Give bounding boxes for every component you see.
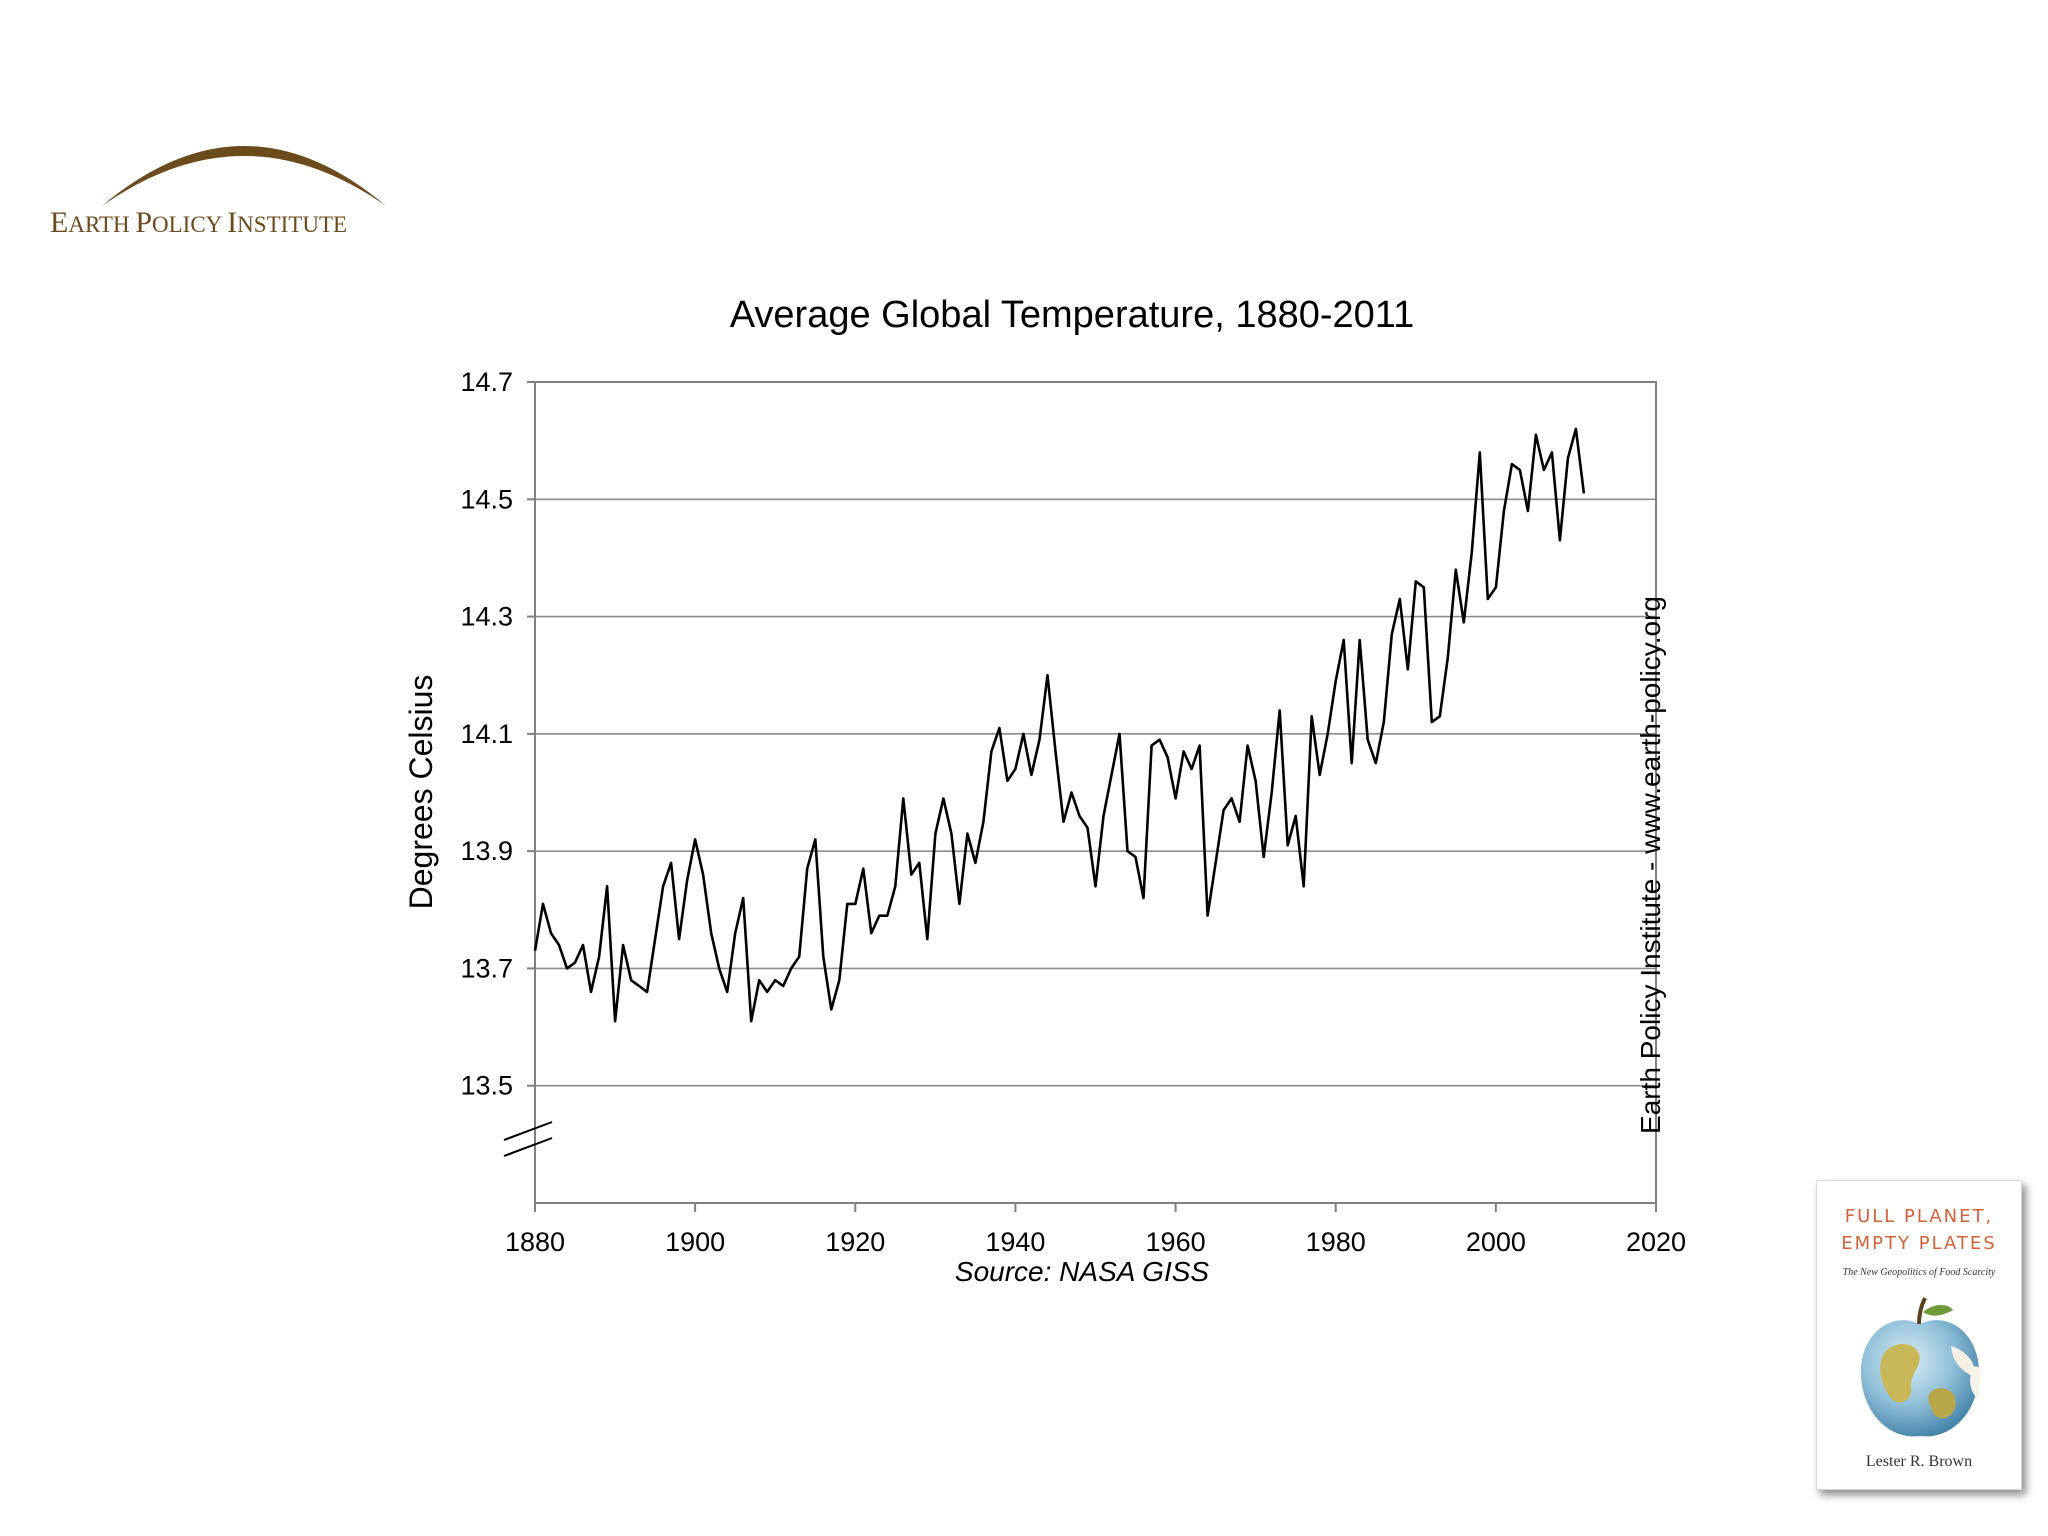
logo-letter-p: P: [135, 206, 152, 239]
logo-letter-i: I: [227, 206, 237, 239]
logo-arc-icon: EARTH POLICY INSTITUTE: [50, 146, 386, 239]
logo-word-institute: NSTITUTE: [237, 212, 347, 237]
x-tick-label: 1960: [1146, 1227, 1206, 1257]
temperature-series-line: [533, 427, 1586, 1023]
plot-frame: [534, 381, 1657, 1204]
earth-policy-institute-logo: EARTH POLICY INSTITUTE: [44, 110, 464, 250]
x-tick-label: 1900: [665, 1227, 725, 1257]
book-title: FULL PLANET, EMPTY PLATES: [1817, 1203, 2021, 1257]
x-tick-label: 2020: [1626, 1227, 1686, 1257]
y-tick-label: 14.1: [460, 719, 513, 749]
x-axis-ticks: 1880 1900 1920 1940 1960 1980 2000 2020: [505, 1203, 1686, 1257]
y-tick-label: 14.3: [460, 602, 513, 632]
y-tick-label: 13.9: [460, 836, 513, 866]
book-title-line-2: EMPTY PLATES: [1841, 1233, 1997, 1254]
grid-lines: [535, 381, 1656, 1087]
logo-letter-e: E: [50, 206, 68, 239]
logo-word-earth: ARTH: [68, 212, 135, 237]
axis-break-marker: [503, 1121, 553, 1157]
y-tick-label: 13.7: [460, 953, 513, 983]
x-tick-label: 1880: [505, 1227, 565, 1257]
x-tick-label: 2000: [1466, 1227, 1526, 1257]
book-cover: FULL PLANET, EMPTY PLATES The New Geopol…: [1816, 1180, 2022, 1490]
source-website-label: Earth Policy Institute - www.earth-polic…: [1635, 596, 1666, 1134]
y-axis-label: Degrees Celsius: [403, 675, 439, 910]
chart-title: Average Global Temperature, 1880-2011: [730, 294, 1414, 336]
y-axis-ticks: 13.5 13.7 13.9 14.1 14.3 14.5 14.7: [460, 367, 535, 1101]
y-tick-label: 14.5: [460, 484, 513, 514]
logo-word-policy: OLICY: [152, 212, 227, 237]
x-tick-label: 1980: [1306, 1227, 1366, 1257]
book-subtitle: The New Geopolitics of Food Scarcity: [1842, 1267, 1996, 1278]
x-tick-label: 1920: [825, 1227, 885, 1257]
apple-globe-icon: [1860, 1297, 1981, 1437]
x-tick-label: 1940: [985, 1227, 1045, 1257]
book-title-line-1: FULL PLANET,: [1844, 1206, 1994, 1227]
y-tick-label: 14.7: [460, 367, 513, 397]
svg-text:EARTH POLICY INSTITUTE: EARTH POLICY INSTITUTE: [50, 206, 347, 239]
book-author: Lester R. Brown: [1865, 1453, 1973, 1470]
y-tick-label: 13.5: [460, 1071, 513, 1101]
source-label: Source: NASA GISS: [955, 1256, 1209, 1287]
